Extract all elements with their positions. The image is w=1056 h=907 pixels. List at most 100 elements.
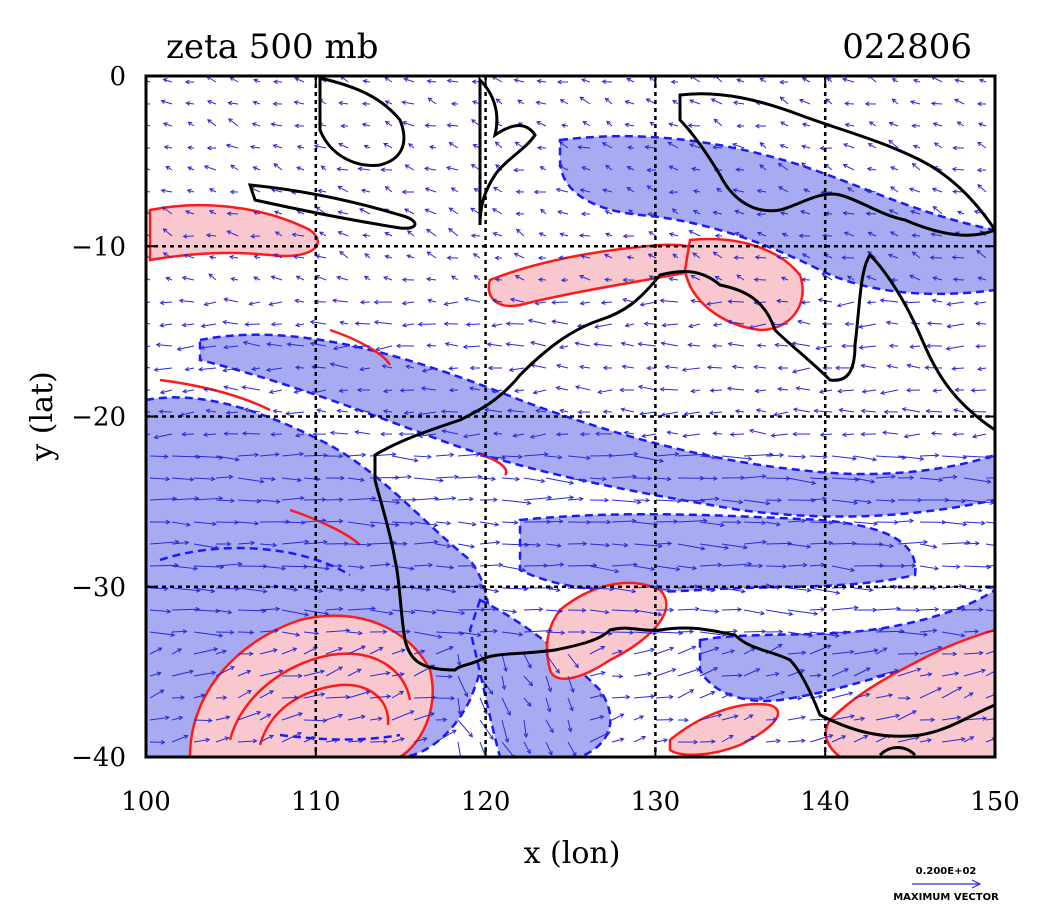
wind-vector (162, 252, 173, 259)
wind-vector (391, 672, 405, 677)
wind-vector (185, 101, 195, 106)
wind-vector (579, 364, 591, 370)
wind-vector (251, 122, 261, 127)
wind-vector (925, 343, 943, 349)
wind-vector (655, 587, 672, 593)
wind-vector (401, 277, 415, 283)
wind-vector (223, 297, 239, 303)
wind-vector (956, 121, 965, 127)
wind-vector (181, 275, 195, 281)
wind-vector (787, 738, 806, 744)
wind-vector (363, 275, 371, 281)
wind-vector (294, 123, 305, 129)
wind-vector (273, 210, 283, 215)
wind-vector (956, 210, 965, 215)
wind-vector (567, 675, 575, 694)
negative-contour-1 (159, 546, 351, 577)
wind-vector (479, 562, 504, 568)
wind-vector (682, 433, 701, 439)
wind-vector (444, 341, 459, 347)
wind-vector (320, 165, 327, 171)
wind-vector (193, 521, 217, 527)
wind-vector (501, 565, 527, 573)
wind-vector (748, 428, 767, 435)
wind-vector (501, 697, 511, 717)
wind-vector (545, 697, 552, 713)
wind-vector (809, 644, 832, 655)
wind-vector (215, 715, 231, 721)
wind-vector (545, 653, 560, 674)
wind-vector (281, 520, 306, 525)
wind-vector (699, 476, 718, 481)
wind-vector (721, 692, 733, 699)
wind-vector (237, 540, 256, 546)
wind-vector (897, 539, 929, 545)
wind-vector (932, 205, 943, 215)
wind-vector (714, 275, 723, 281)
wind-vector (265, 367, 283, 373)
wind-vector (545, 454, 563, 460)
positive-contour-3 (159, 378, 271, 412)
wind-vector (159, 322, 173, 328)
wind-vector (759, 77, 767, 83)
wind-vector (226, 211, 239, 216)
wind-vector (413, 539, 439, 545)
wind-vector (252, 210, 261, 216)
wind-vector (639, 301, 657, 307)
wind-vector (227, 118, 239, 127)
wind-vector (479, 497, 498, 503)
wind-vector (655, 694, 674, 700)
wind-vector (215, 695, 228, 701)
wind-vector (336, 275, 349, 281)
wind-vector (779, 144, 789, 149)
wind-vector (281, 712, 303, 721)
wind-vector (215, 561, 243, 567)
wind-vector (501, 499, 532, 506)
wind-vector (535, 100, 547, 106)
wind-vector (249, 144, 261, 150)
wind-vector (787, 669, 806, 677)
wind-vector (831, 499, 859, 505)
wind-vector (800, 300, 811, 305)
wind-vector (866, 275, 877, 281)
wind-vector (404, 164, 415, 171)
wind-vector (933, 142, 943, 149)
wind-vector (733, 255, 745, 261)
wind-vector (325, 606, 344, 612)
wind-vector (759, 164, 767, 171)
wind-vector (897, 651, 920, 657)
wind-vector (171, 734, 189, 743)
wind-vector (545, 630, 566, 636)
wind-vector (755, 408, 767, 413)
wind-vector (736, 123, 745, 129)
wind-vector (924, 365, 943, 371)
wind-vector (756, 188, 767, 194)
wind-vector (809, 540, 834, 546)
wind-vector (637, 341, 657, 347)
wind-vector (853, 692, 871, 699)
new-guinea-coastline (678, 92, 995, 237)
wind-vector (272, 79, 283, 85)
wind-vector (945, 345, 965, 351)
wind-vector (668, 165, 679, 171)
wind-vector (483, 407, 503, 413)
wind-vector (687, 342, 701, 348)
wind-vector (633, 671, 653, 677)
wind-vector (644, 144, 657, 150)
reference-vector: 0.200E+02 MAXIMUM VECTOR (893, 866, 999, 903)
wind-vector (567, 629, 587, 635)
wind-vector (620, 341, 635, 347)
wind-vector (448, 366, 459, 371)
wind-vector (897, 475, 915, 481)
wind-vector (976, 249, 987, 259)
wind-vector (875, 498, 896, 504)
wind-vector (391, 629, 411, 634)
wind-vector (187, 166, 195, 171)
wind-vector (897, 563, 917, 568)
wind-vector (838, 407, 855, 413)
wind-vector (281, 495, 305, 501)
wind-vector (809, 607, 826, 612)
wind-vector (479, 628, 499, 634)
wind-vector (534, 300, 547, 306)
wind-vector (888, 343, 899, 349)
